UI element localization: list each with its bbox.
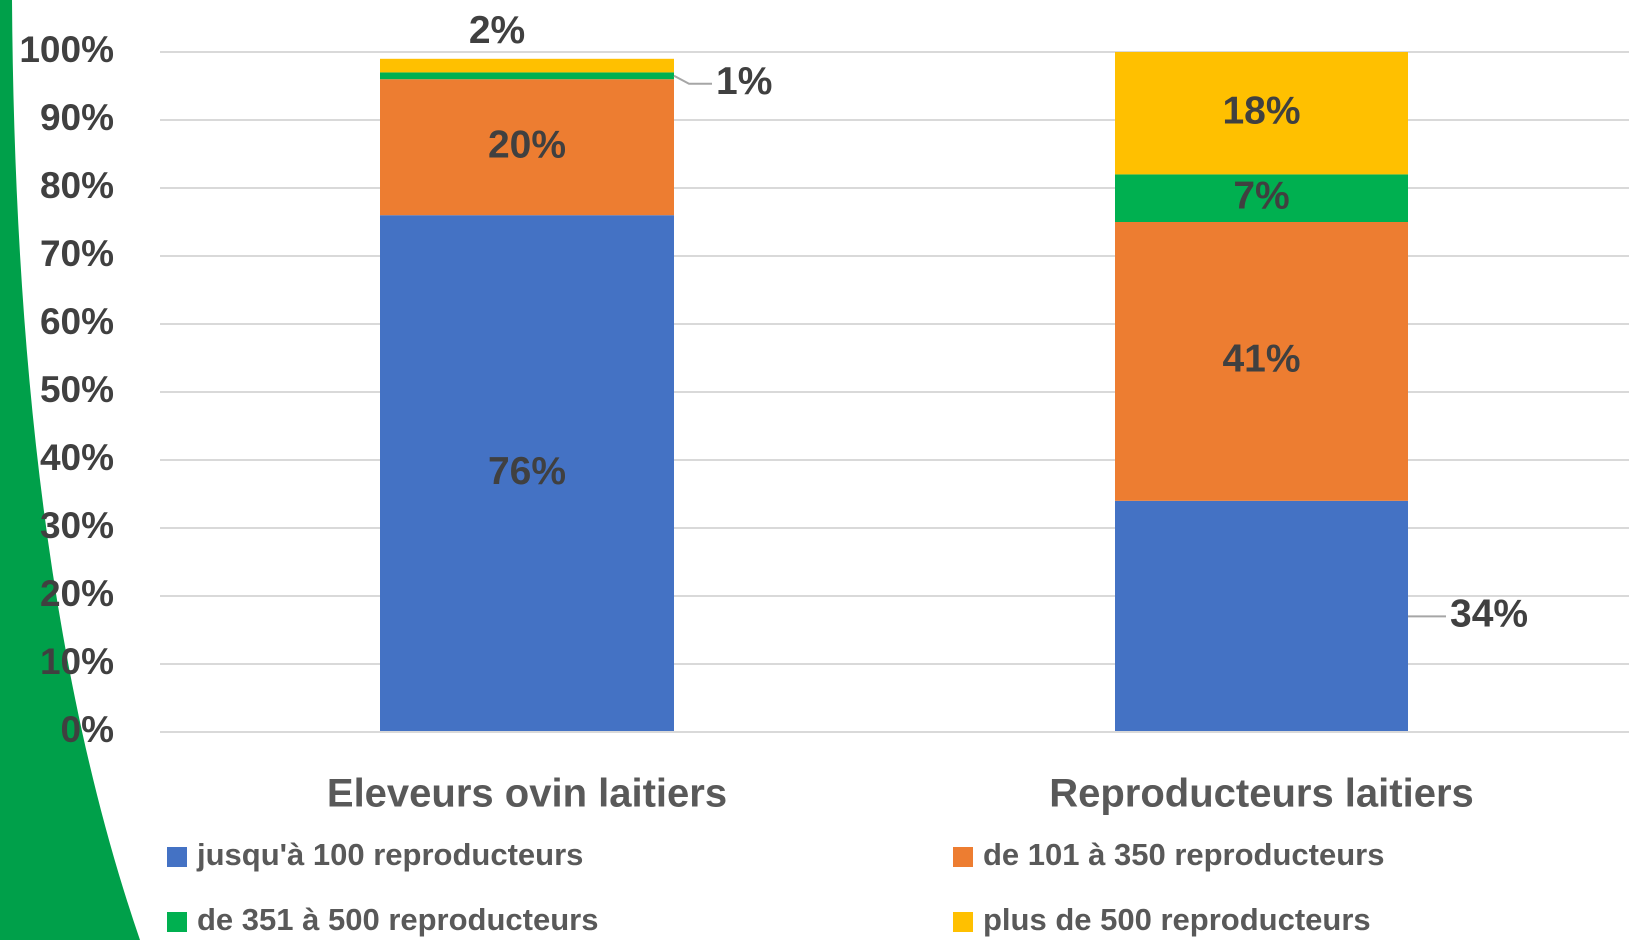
- data-label: 20%: [488, 123, 566, 166]
- legend-swatch: [167, 847, 187, 867]
- x-tick-label: Reproducteurs laitiers: [1049, 772, 1474, 816]
- bar-segment: [380, 215, 674, 732]
- legend-swatch: [167, 912, 187, 932]
- bar-segment: [1115, 222, 1408, 501]
- data-label: 7%: [1233, 174, 1289, 217]
- data-label: 2%: [469, 9, 525, 52]
- legend-label: plus de 500 reproducteurs: [983, 902, 1371, 937]
- bar-segment: [1115, 174, 1408, 222]
- data-label: 34%: [1450, 593, 1528, 636]
- bar-segment: [1115, 52, 1408, 175]
- bar-segment: [380, 58, 674, 73]
- y-tick-label: 20%: [40, 573, 114, 614]
- x-tick-label: Eleveurs ovin laitiers: [327, 772, 727, 816]
- y-tick-label: 0%: [61, 709, 114, 750]
- bar-segment: [380, 72, 674, 80]
- data-label: 1%: [716, 60, 772, 103]
- legend-label: jusqu'à 100 reproducteurs: [196, 837, 583, 872]
- legend-swatch: [953, 847, 973, 867]
- y-tick-label: 50%: [40, 369, 114, 410]
- bar-segment: [380, 79, 674, 216]
- y-tick-label: 100%: [19, 29, 114, 70]
- y-tick-label: 10%: [40, 641, 114, 682]
- leader-line: [673, 74, 712, 85]
- y-tick-label: 60%: [40, 301, 114, 342]
- data-label: 18%: [1222, 89, 1300, 132]
- y-tick-label: 30%: [40, 505, 114, 546]
- y-tick-label: 80%: [40, 165, 114, 206]
- bar-segment: [1115, 500, 1408, 732]
- data-label: 76%: [488, 450, 566, 493]
- y-tick-label: 90%: [40, 97, 114, 138]
- legend-label: de 101 à 350 reproducteurs: [983, 837, 1384, 872]
- data-label: 41%: [1222, 338, 1300, 381]
- y-tick-label: 40%: [40, 437, 114, 478]
- legend-swatch: [953, 912, 973, 932]
- legend-label: de 351 à 500 reproducteurs: [197, 902, 598, 937]
- y-tick-label: 70%: [40, 233, 114, 274]
- decor-band: [0, 0, 140, 940]
